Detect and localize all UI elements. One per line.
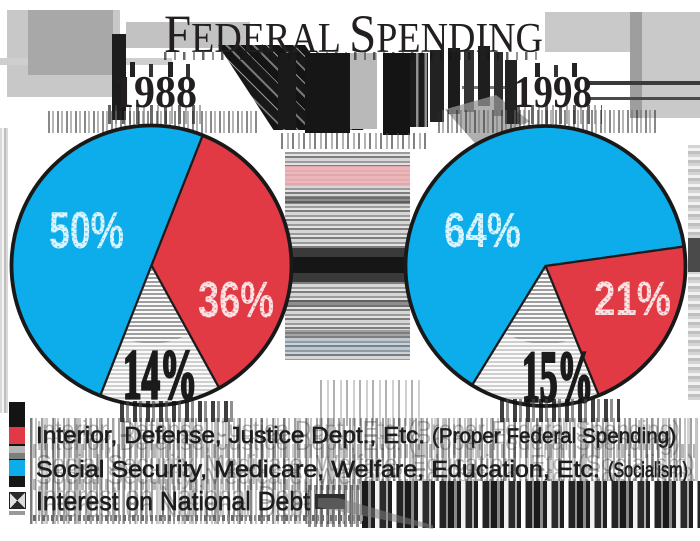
svg-text:Interior, Defense, Justice Dep: Interior, Defense, Justice Dept., Etc. <box>36 422 425 448</box>
svg-text:1988: 1988 <box>113 66 197 117</box>
svg-text:(Socialism): (Socialism) <box>608 459 688 482</box>
svg-text:Social Security, Medicare, Wel: Social Security, Medicare, Welfare, Educ… <box>36 456 600 482</box>
svg-text:(Proper Federal Spending): (Proper Federal Spending) <box>432 424 676 448</box>
svg-text:1998: 1998 <box>514 66 592 117</box>
svg-text:Interest on National Debt: Interest on National Debt <box>36 480 311 510</box>
svg-text:Interest on National Debt: Interest on National Debt <box>36 486 311 516</box>
svg-text:Interior, Defense, Justice Dep: Interior, Defense, Justice Dept., Etc. (… <box>36 429 680 455</box>
svg-text:Social Security, Medicare, Wel: Social Security, Medicare, Welfare, Educ… <box>36 450 695 476</box>
